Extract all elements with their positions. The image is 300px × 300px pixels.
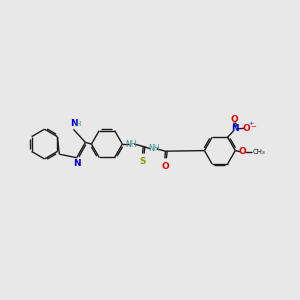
Text: O: O — [238, 147, 246, 156]
Text: S: S — [140, 157, 146, 166]
Text: O: O — [243, 124, 250, 133]
Text: O: O — [230, 115, 238, 124]
Text: N: N — [70, 119, 77, 128]
Text: NH: NH — [148, 144, 159, 153]
Text: NH: NH — [125, 140, 137, 148]
Text: N: N — [231, 124, 239, 134]
Text: H: H — [76, 121, 81, 127]
Text: O: O — [161, 162, 169, 171]
Text: −: − — [250, 124, 256, 130]
Text: +: + — [248, 121, 254, 126]
Text: CH₃: CH₃ — [253, 149, 266, 155]
Text: N: N — [73, 159, 80, 168]
